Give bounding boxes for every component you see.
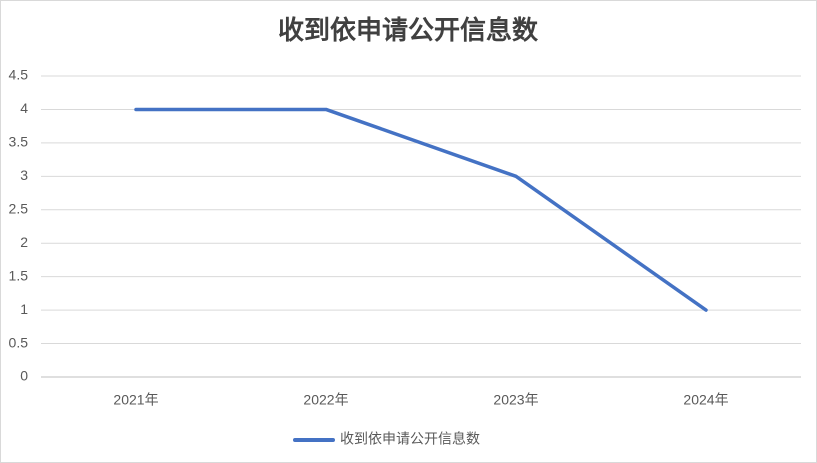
data-line — [134, 107, 708, 312]
y-tick-label: 4.5 — [9, 67, 29, 83]
x-tick-label: 2024年 — [683, 392, 728, 408]
y-tick-label: 4 — [20, 100, 28, 116]
y-tick-label: 0 — [20, 368, 28, 384]
y-tick-label: 1.5 — [9, 267, 29, 283]
legend-label: 收到依申请公开信息数 — [340, 431, 480, 447]
y-tick-label: 3.5 — [9, 134, 29, 150]
x-tick-label: 2023年 — [493, 392, 538, 408]
x-tick-label: 2021年 — [113, 392, 158, 408]
y-tick-label: 3 — [20, 167, 28, 183]
y-tick-label: 1 — [20, 301, 28, 317]
y-tick-label: 0.5 — [9, 334, 29, 350]
y-tick-label: 2.5 — [9, 200, 29, 216]
x-tick-label: 2022年 — [303, 392, 348, 408]
y-tick-label: 2 — [20, 234, 28, 250]
chart-title: 收到依申请公开信息数 — [278, 15, 539, 45]
